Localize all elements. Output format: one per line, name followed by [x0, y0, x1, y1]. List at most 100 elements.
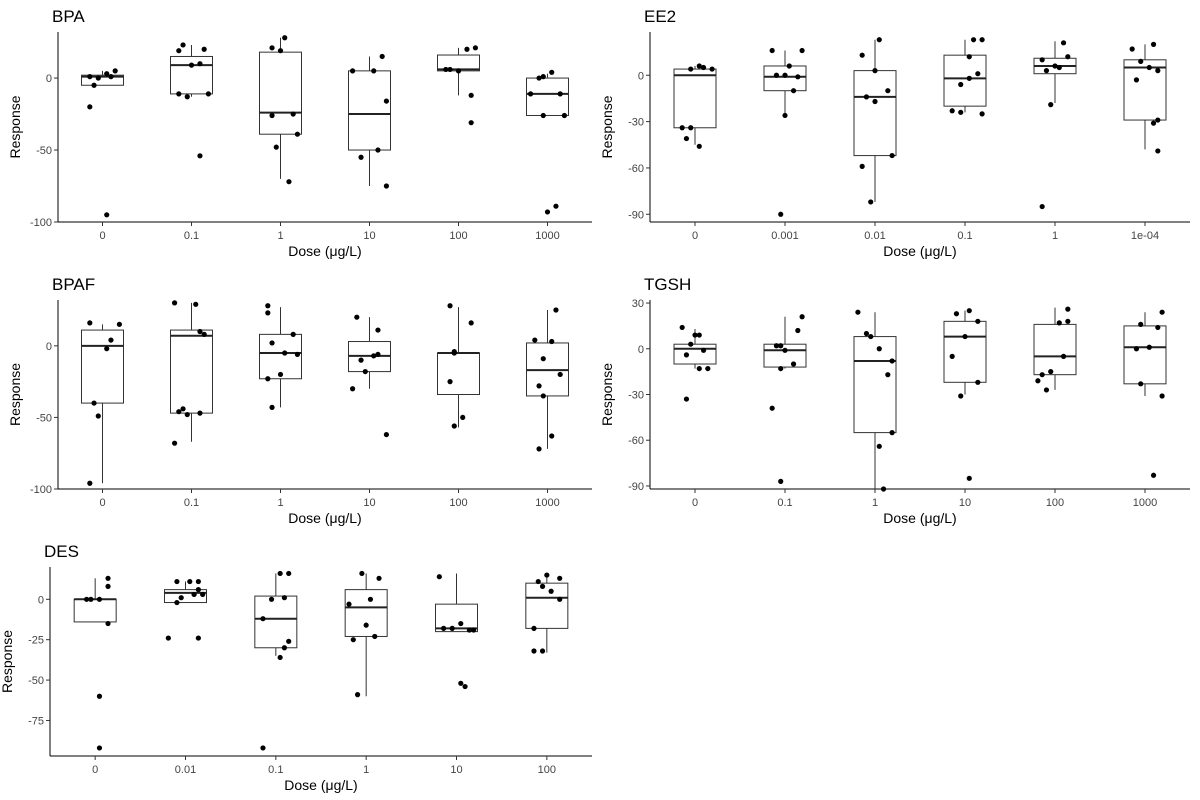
data-point: [105, 583, 111, 589]
box-0: [73, 578, 117, 623]
data-point: [536, 446, 542, 452]
panel-bpaf: BPAF 0 -50 -100 0 0.1 1 10 100 1000 Dose (μg/L) Res…: [7, 275, 592, 526]
data-point: [544, 572, 550, 578]
data-point: [548, 588, 554, 594]
box-1e-04: [1123, 44, 1167, 150]
data-point: [1039, 203, 1045, 210]
data-point: [447, 379, 453, 385]
data-point: [441, 625, 447, 631]
data-point: [863, 94, 870, 100]
data-point: [1052, 63, 1058, 69]
data-point: [195, 635, 201, 641]
data-point: [958, 393, 964, 399]
y-tick-label: -90: [628, 209, 644, 221]
data-point: [540, 393, 546, 399]
data-point: [269, 404, 275, 410]
data-point: [975, 71, 981, 77]
data-point: [1133, 346, 1140, 352]
data-point: [1155, 324, 1161, 331]
data-point: [889, 430, 895, 436]
data-point: [273, 144, 279, 150]
data-point: [549, 338, 555, 345]
data-point: [679, 125, 685, 131]
data-point: [290, 331, 296, 337]
y-tick-label: 0: [46, 341, 52, 353]
data-point: [201, 331, 207, 337]
box-1: [259, 307, 302, 408]
data-point: [197, 410, 203, 416]
data-point: [958, 109, 964, 115]
data-point: [683, 396, 690, 402]
data-point: [1146, 64, 1152, 71]
data-point: [197, 153, 203, 159]
x-tick-label: 1000: [1133, 497, 1157, 509]
data-point: [277, 570, 283, 577]
data-point: [1133, 77, 1140, 83]
data-point: [88, 596, 94, 602]
data-point: [859, 52, 865, 58]
data-point: [979, 37, 985, 43]
box-1: [259, 37, 302, 179]
y-tick-label: -75: [28, 715, 44, 727]
data-point: [265, 376, 271, 382]
data-point: [436, 574, 442, 580]
box-iqr: [259, 51, 302, 135]
data-point: [778, 478, 784, 484]
box-0: [673, 65, 717, 145]
y-tick-label: -25: [28, 635, 44, 647]
data-point: [863, 330, 870, 337]
box-iqr: [1123, 325, 1167, 385]
y-axis-label: Response: [0, 630, 15, 693]
data-point: [1129, 46, 1135, 52]
data-point: [105, 575, 111, 581]
data-point: [799, 47, 805, 54]
data-point: [778, 211, 784, 217]
data-point: [553, 203, 559, 209]
data-point: [87, 320, 93, 326]
data-point: [472, 45, 479, 51]
data-point: [696, 143, 702, 149]
y-tick-label: -50: [36, 412, 52, 424]
data-point: [975, 379, 981, 385]
data-point: [782, 72, 788, 78]
data-point: [1138, 58, 1144, 64]
y-tick-label: -60: [628, 435, 644, 447]
x-tick-label: 0.1: [268, 764, 283, 776]
x-tick-label: 0.1: [957, 230, 972, 242]
box-iqr: [1123, 59, 1167, 121]
box-0.1: [170, 44, 213, 97]
x-tick-label: 0: [99, 497, 105, 509]
data-point: [540, 112, 546, 119]
data-point: [269, 112, 275, 119]
panel-ee2: EE2 0 -30 -60 -90 0 0.001 0.01 0.1 1 1e-04 Dose (μg…: [599, 7, 1190, 259]
box-10: [435, 573, 478, 633]
data-point: [540, 356, 546, 362]
data-point: [466, 627, 472, 633]
data-point: [260, 745, 266, 751]
box-iqr: [673, 68, 717, 129]
y-tick-label: -60: [628, 163, 644, 175]
data-point: [868, 199, 874, 205]
data-point: [966, 475, 972, 481]
data-point: [171, 440, 178, 446]
data-point: [531, 625, 537, 631]
data-point: [966, 308, 972, 314]
data-point: [87, 480, 93, 486]
data-point: [268, 596, 275, 602]
x-tick-label: 1e-04: [1131, 230, 1159, 242]
data-point: [696, 332, 702, 338]
data-point: [91, 400, 97, 406]
data-point: [354, 692, 361, 698]
data-point: [688, 125, 694, 131]
data-point: [540, 74, 546, 80]
data-point: [201, 46, 207, 52]
data-point: [197, 61, 203, 67]
data-point: [290, 111, 296, 117]
data-point: [116, 321, 123, 327]
data-point: [112, 68, 118, 74]
data-point: [462, 683, 468, 690]
data-point: [859, 163, 865, 169]
y-tick-label: 0: [38, 594, 44, 606]
panel-title: EE2: [644, 7, 676, 26]
data-point: [265, 310, 271, 316]
